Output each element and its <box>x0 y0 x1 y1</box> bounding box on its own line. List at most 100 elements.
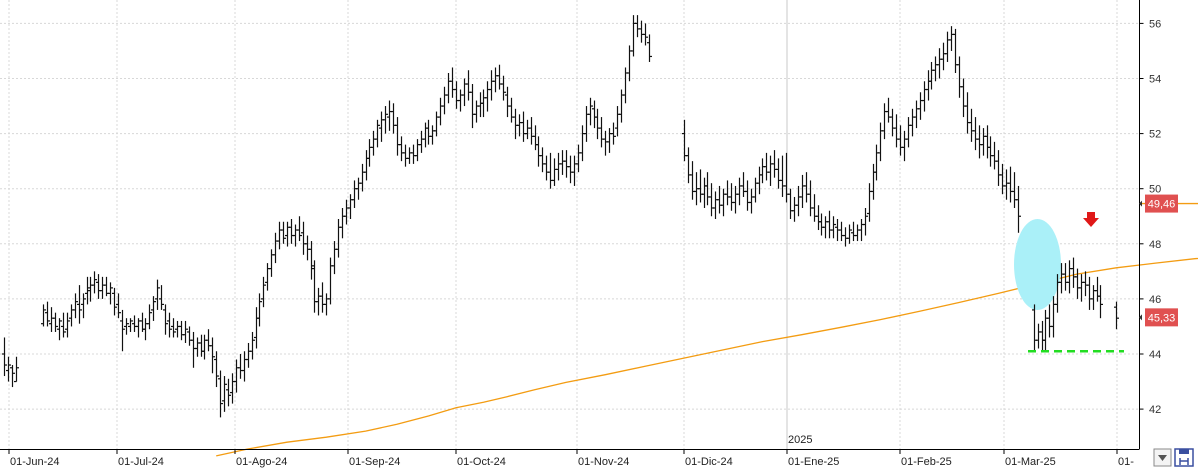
ohlc-bar <box>375 119 380 148</box>
ohlc-bar <box>521 111 526 142</box>
ohlc-bar <box>85 276 90 305</box>
ohlc-bar <box>65 312 70 338</box>
ohlc-bar <box>202 334 207 360</box>
ohlc-bar <box>635 15 640 38</box>
ohlc-bar <box>1004 169 1009 200</box>
ohlc-bar <box>702 177 707 208</box>
ohlc-bar <box>442 86 447 115</box>
ohlc-bar <box>768 155 773 186</box>
ohlc-bar <box>639 20 644 43</box>
ohlc-bar <box>250 331 255 360</box>
ohlc-bar <box>57 318 62 341</box>
ohlc-bar <box>953 28 958 73</box>
ohlc-bar <box>988 136 993 167</box>
ohlc-bar <box>497 64 502 90</box>
save-icon[interactable] <box>1174 448 1194 467</box>
ohlc-bar <box>120 309 125 352</box>
y-tick-label: 56 <box>1149 18 1161 30</box>
ohlc-bar <box>894 114 899 148</box>
ohlc-bar <box>391 103 396 134</box>
ohlc-bar <box>851 221 856 242</box>
ohlc-bar <box>45 301 50 327</box>
ohlc-bar <box>501 75 506 101</box>
y-tick-label: 54 <box>1149 74 1161 86</box>
ohlc-bar <box>474 100 479 123</box>
ohlc-bar <box>403 144 408 167</box>
ohlc-bar <box>764 152 769 181</box>
ohlc-bar <box>784 152 789 203</box>
ohlc-bar <box>772 150 777 178</box>
ohlc-bar <box>1114 301 1119 330</box>
ohlc-bar <box>843 227 848 247</box>
y-tick-label: 46 <box>1149 294 1161 306</box>
ohlc-bar <box>682 119 687 162</box>
ohlc-bar <box>599 117 604 148</box>
ohlc-bar <box>804 172 809 203</box>
x-tick-label: 01- <box>1118 456 1134 468</box>
ohlc-bar <box>595 108 600 140</box>
ohlc-bar <box>592 100 597 129</box>
ohlc-bar <box>222 376 227 412</box>
price-tag-label: 49,46 <box>1148 199 1176 211</box>
ohlc-bar <box>489 70 494 101</box>
ellipse-annotation-layer <box>1014 219 1061 310</box>
arrow-layer <box>1083 212 1099 227</box>
ohlc-bar <box>458 89 463 112</box>
ohlc-bar <box>780 155 785 197</box>
ohlc-bar <box>430 125 435 145</box>
ohlc-bar <box>1087 276 1092 310</box>
x-tick-label: 01-Jun-24 <box>10 456 60 468</box>
ohlc-bar <box>1051 296 1056 338</box>
price-tag-label: 45,33 <box>1148 312 1176 324</box>
ohlc-bar <box>206 329 211 352</box>
ohlc-bar <box>533 125 538 151</box>
price-tag: 45,33 <box>1139 308 1178 327</box>
price-tags: 49,46 45,33 <box>1139 194 1178 327</box>
down-arrow-icon <box>1083 212 1099 227</box>
ohlc-bar <box>918 92 923 120</box>
ohlc-bar <box>776 158 781 189</box>
moving-average-layer <box>216 202 1198 457</box>
ohlc-bar <box>529 117 534 145</box>
ohlc-bar <box>77 285 82 324</box>
ohlc-bar <box>686 147 691 184</box>
ohlc-bar <box>128 318 133 332</box>
ohlc-bar <box>485 81 490 112</box>
ohlc-bar <box>466 70 471 101</box>
ohlc-bar <box>426 119 431 145</box>
x-tick-label: 01-Sep-24 <box>349 456 400 468</box>
scroll-down-icon[interactable] <box>1153 448 1172 467</box>
ohlc-bar <box>603 130 608 156</box>
price-bars <box>2 15 1119 418</box>
ohlc-bar <box>41 304 46 327</box>
ohlc-bar <box>517 114 522 137</box>
ohlc-bar <box>383 106 388 134</box>
ohlc-bar <box>446 72 451 104</box>
ohlc-bar <box>195 337 200 357</box>
ohlc-bar <box>297 216 302 242</box>
ohlc-bar <box>709 183 714 217</box>
ohlc-bar <box>1040 320 1045 352</box>
x-tick-label: 01-Ene-25 <box>788 456 839 468</box>
ohlc-bar <box>615 106 620 137</box>
ohlc-bar <box>540 147 545 173</box>
ohlc-bar <box>1095 276 1100 302</box>
ohlc-bar <box>729 183 734 211</box>
ohlc-bar <box>808 180 813 217</box>
x-tick-label: 01-Feb-25 <box>901 456 952 468</box>
ohlc-bar <box>572 155 577 186</box>
ohlc-bar <box>309 241 314 280</box>
ohlc-bar <box>1008 166 1013 203</box>
ohlc-bar <box>285 221 290 247</box>
ohlc-bar <box>886 97 891 123</box>
ohlc-bar <box>1043 309 1048 352</box>
ohlc-bar <box>281 221 286 244</box>
ohlc-bar <box>175 320 180 338</box>
x-tick-label: 01-Dic-24 <box>685 456 733 468</box>
ohlc-bar <box>607 128 612 153</box>
ohlc-bar <box>69 304 74 327</box>
ohlc-bar <box>454 81 459 109</box>
gap-ellipse-annotation <box>1014 219 1061 310</box>
ohlc-bar <box>14 356 19 383</box>
ohlc-bar <box>721 188 726 217</box>
